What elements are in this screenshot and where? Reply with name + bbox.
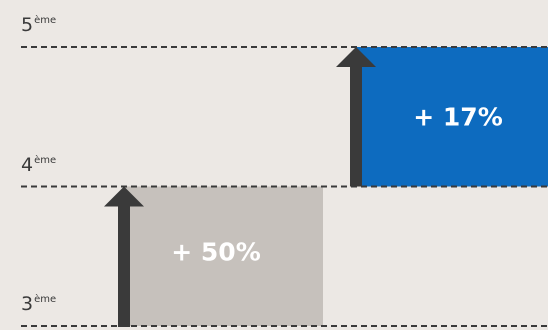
bar-0 xyxy=(124,186,323,326)
level-suffix-5: ème xyxy=(34,15,57,26)
bar-1 xyxy=(356,47,548,187)
arrow-up-icon-1 xyxy=(336,47,376,187)
level-number-5: 5 xyxy=(21,14,34,36)
level-number-4: 4 xyxy=(21,153,34,176)
arrow-up-icon-0 xyxy=(104,186,144,327)
level-label-5: 5ème xyxy=(21,16,56,35)
bar-label-17: + 17% xyxy=(413,102,503,132)
level-suffix-3: ème xyxy=(34,294,57,305)
level-suffix-4: ème xyxy=(34,154,57,166)
bar-label-50: + 50% xyxy=(171,237,261,267)
level-label-4: 4ème xyxy=(21,153,57,176)
level-label-3: 3ème xyxy=(21,295,56,314)
level-number-3: 3 xyxy=(21,293,34,315)
